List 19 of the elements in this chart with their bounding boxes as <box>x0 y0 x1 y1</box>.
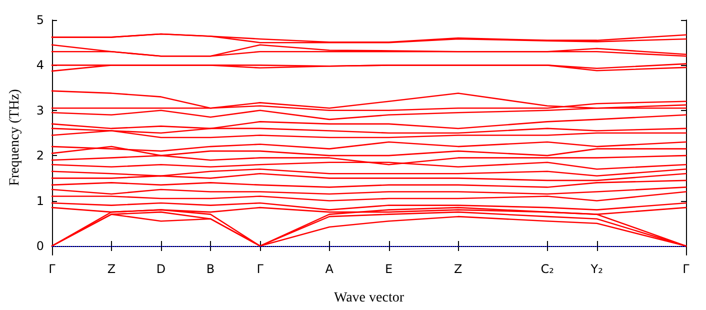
x-tick-label: Z <box>454 262 462 276</box>
x-tick-label: E <box>385 262 393 276</box>
x-tick-label: Z <box>107 262 116 276</box>
y-tick-label: 1 <box>36 194 44 208</box>
x-tick-label: C₂ <box>540 262 554 276</box>
y-axis-title: Frequency (THz) <box>8 88 22 186</box>
y-tick-label: 3 <box>36 103 44 118</box>
x-tick-label: Y₂ <box>590 262 604 276</box>
x-tick-label: A <box>325 262 334 276</box>
x-tick-label: B <box>206 262 215 276</box>
y-tick-label: 5 <box>36 13 44 27</box>
x-tick-label: D <box>156 262 166 276</box>
y-tick-label: 2 <box>36 148 44 163</box>
y-tick-label: 0 <box>36 238 44 253</box>
x-tick-label: Γ <box>682 262 690 276</box>
x-tick-label: Γ <box>256 262 264 276</box>
y-tick-label: 4 <box>36 58 44 72</box>
x-tick-label: Γ <box>48 262 56 276</box>
x-axis-title: Wave vector <box>334 290 404 306</box>
